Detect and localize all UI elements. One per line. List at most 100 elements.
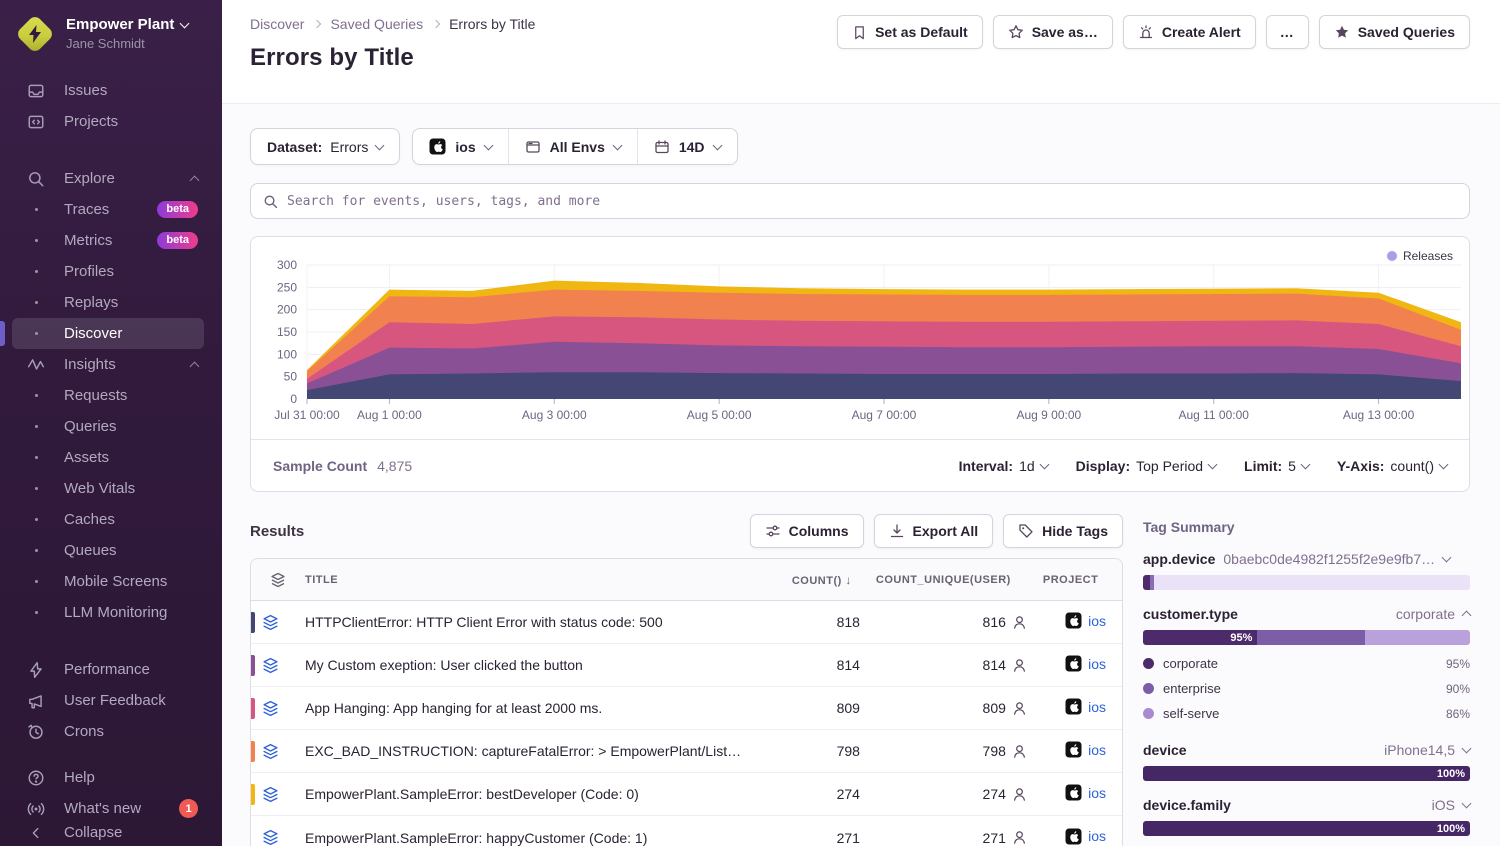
sidebar-item-assets[interactable]: Assets — [0, 442, 222, 473]
export-all-button[interactable]: Export All — [874, 514, 994, 548]
filter-14d[interactable]: 14D — [637, 129, 737, 164]
tag-header[interactable]: device.familyiOS — [1143, 797, 1470, 813]
tag-distribution-bar[interactable]: 95% — [1143, 630, 1470, 645]
dataset-value: Errors — [330, 139, 368, 155]
table-header-row: TITLE COUNT() ↓ COUNT_UNIQUE(USER) PROJE… — [251, 559, 1122, 601]
create-alert-button[interactable]: Create Alert — [1123, 15, 1256, 49]
stack-icon[interactable] — [262, 829, 279, 846]
filter-ios[interactable]: ios — [413, 129, 507, 164]
tag-distribution-bar[interactable]: 100% — [1143, 821, 1470, 836]
tag-legend-item[interactable]: self-serve86% — [1143, 701, 1470, 726]
display-selector[interactable]: Display:Top Period — [1076, 458, 1216, 474]
bullet-icon — [35, 394, 38, 397]
hide-tags-button[interactable]: Hide Tags — [1003, 514, 1123, 548]
project-cell: ios — [1043, 773, 1122, 816]
project-link[interactable]: ios — [1065, 784, 1106, 801]
tag-header[interactable]: deviceiPhone14,5 — [1143, 742, 1470, 758]
bullet-icon — [26, 518, 46, 521]
event-title-link[interactable]: EXC_BAD_INSTRUCTION: captureFatalError: … — [305, 730, 792, 773]
sidebar-item-what-s-new[interactable]: What's new1 — [0, 793, 222, 824]
sidebar-item-profiles[interactable]: Profiles — [0, 256, 222, 287]
dataset-selector[interactable]: Dataset: Errors — [250, 128, 400, 165]
event-title-link[interactable]: EmpowerPlant.SampleError: bestDeveloper … — [305, 773, 792, 816]
sidebar-item-explore[interactable]: Explore — [0, 163, 222, 194]
column-count-unique[interactable]: COUNT_UNIQUE(USER) — [876, 559, 1043, 601]
sidebar-item-caches[interactable]: Caches — [0, 504, 222, 535]
tag-distribution-bar[interactable]: 100% — [1143, 766, 1470, 781]
project-link[interactable]: ios — [1065, 828, 1106, 845]
set-as-default-button[interactable]: Set as Default — [837, 15, 983, 49]
columns-button[interactable]: Columns — [750, 514, 864, 548]
svg-text:0: 0 — [290, 392, 297, 406]
interval-selector[interactable]: Interval:1d — [959, 458, 1048, 474]
sidebar-item-discover[interactable]: Discover — [12, 318, 204, 349]
sidebar-item-llm-monitoring[interactable]: LLM Monitoring — [0, 597, 222, 628]
sidebar-item-replays[interactable]: Replays — [0, 287, 222, 318]
stack-icon[interactable] — [262, 700, 279, 717]
project-link[interactable]: ios — [1065, 655, 1106, 672]
breadcrumb-saved-queries[interactable]: Saved Queries — [330, 16, 423, 32]
tag-header[interactable]: app.device0baebc0de4982f1255f2e9e9fb7… — [1143, 551, 1470, 567]
sample-count-label: Sample Count — [273, 458, 367, 474]
saved-queries-button[interactable]: Saved Queries — [1319, 15, 1470, 49]
area-chart[interactable]: 050100150200250300Jul 31 00:00Aug 1 00:0… — [251, 237, 1469, 439]
sidebar-item-insights[interactable]: Insights — [0, 349, 222, 380]
table-row: App Hanging: App hanging for at least 20… — [251, 687, 1122, 730]
sidebar-item-metrics[interactable]: Metricsbeta — [0, 225, 222, 256]
limit-selector[interactable]: Limit:5 — [1244, 458, 1309, 474]
sidebar-item-requests[interactable]: Requests — [0, 380, 222, 411]
sidebar-item-help[interactable]: Help — [0, 762, 222, 793]
control-value: 1d — [1019, 458, 1035, 474]
column-count[interactable]: COUNT() ↓ — [792, 559, 876, 601]
event-title-link[interactable]: My Custom exeption: User clicked the but… — [305, 644, 792, 687]
bolt-icon — [27, 25, 43, 43]
tag-header[interactable]: customer.typecorporate — [1143, 606, 1470, 622]
sidebar-item-crons[interactable]: Crons — [0, 716, 222, 747]
stack-icon[interactable] — [262, 614, 279, 631]
sidebar-item-performance[interactable]: Performance — [0, 654, 222, 685]
legend-releases[interactable]: Releases — [1387, 249, 1453, 263]
event-title-link[interactable]: HTTPClientError: HTTP Client Error with … — [305, 601, 792, 644]
project-link[interactable]: ios — [1065, 698, 1106, 715]
tag-legend-item[interactable]: corporate95% — [1143, 651, 1470, 676]
sidebar-item-web-vitals[interactable]: Web Vitals — [0, 473, 222, 504]
stack-icon[interactable] — [262, 786, 279, 803]
project-link[interactable]: ios — [1065, 612, 1106, 629]
tag-legend-item[interactable]: enterprise90% — [1143, 676, 1470, 701]
bullet-icon — [26, 239, 46, 242]
filter-all-envs[interactable]: All Envs — [508, 129, 637, 164]
more-options-button[interactable]: … — [1266, 15, 1309, 49]
tag-value-text: iOS — [1432, 797, 1455, 813]
chevron-down-icon — [1439, 459, 1449, 469]
sidebar-item-queries[interactable]: Queries — [0, 411, 222, 442]
sidebar-item-user-feedback[interactable]: User Feedback — [0, 685, 222, 716]
filter-bar: Dataset: Errors iosAll Envs14D — [250, 128, 1470, 165]
sidebar-item-traces[interactable]: Tracesbeta — [0, 194, 222, 225]
user-icon — [1012, 830, 1027, 845]
event-title-link[interactable]: EmpowerPlant.SampleError: happyCustomer … — [305, 816, 792, 846]
column-title[interactable]: TITLE — [305, 559, 792, 601]
sidebar-item-queues[interactable]: Queues — [0, 535, 222, 566]
svg-text:250: 250 — [277, 280, 297, 294]
sidebar-item-mobile-screens[interactable]: Mobile Screens — [0, 566, 222, 597]
column-project[interactable]: PROJECT — [1043, 559, 1122, 601]
yaxis-selector[interactable]: Y-Axis:count() — [1337, 458, 1447, 474]
tag-legend: corporate95%enterprise90%self-serve86% — [1143, 651, 1470, 726]
breadcrumb-discover[interactable]: Discover — [250, 16, 304, 32]
tag-distribution-bar[interactable] — [1143, 575, 1470, 590]
chevron-left-icon — [26, 826, 46, 840]
event-title-link[interactable]: App Hanging: App hanging for at least 20… — [305, 687, 792, 730]
project-name: ios — [1088, 828, 1106, 844]
tag-value: corporate — [1396, 606, 1470, 622]
stacked-area-chart[interactable]: 050100150200250300Jul 31 00:00Aug 1 00:0… — [251, 237, 1469, 437]
tag-row-device: deviceiPhone14,5 100% — [1143, 742, 1470, 781]
project-link[interactable]: ios — [1065, 741, 1106, 758]
stack-icon[interactable] — [262, 657, 279, 674]
sidebar-item-issues[interactable]: Issues — [0, 75, 222, 106]
sidebar-item-projects[interactable]: Projects — [0, 106, 222, 137]
org-switcher[interactable]: Empower Plant Jane Schmidt — [0, 0, 222, 59]
sidebar-collapse[interactable]: Collapse — [0, 824, 222, 841]
save-as--button[interactable]: Save as… — [993, 15, 1113, 49]
stack-icon[interactable] — [262, 743, 279, 760]
search-input[interactable] — [287, 194, 1457, 209]
